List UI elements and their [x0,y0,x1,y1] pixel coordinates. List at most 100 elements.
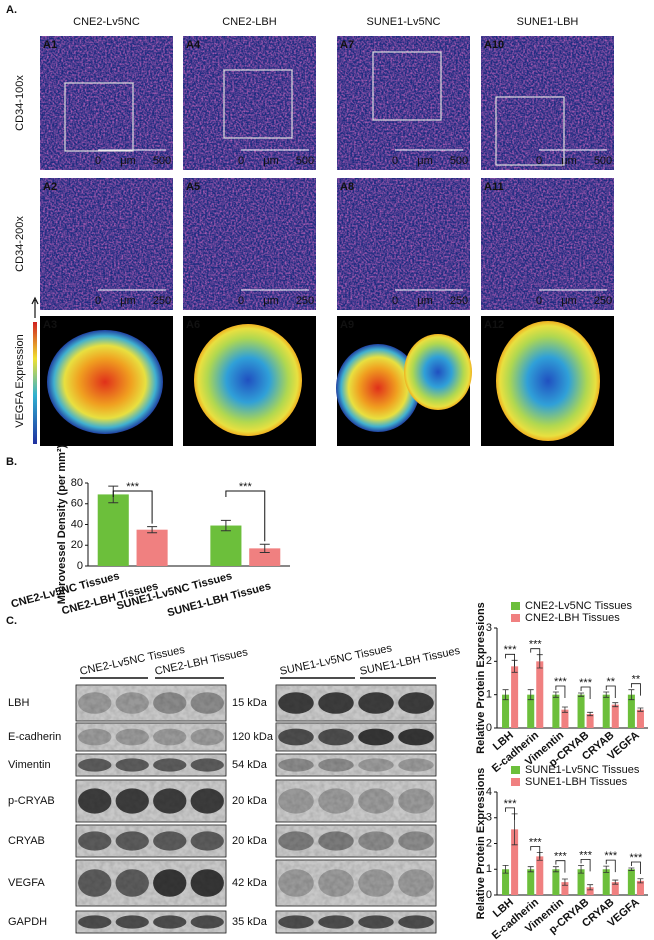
error-bar [147,526,158,534]
bar [527,869,535,895]
error-bar [220,519,231,532]
band [278,831,314,851]
bar [577,869,585,895]
panel-label: C. [6,615,17,627]
significance-bracket [555,860,566,873]
scale-bar-label: μm [263,295,279,307]
scale-bar-label: μm [417,155,433,167]
micrograph-texture [337,178,470,310]
band [398,869,434,897]
bar [511,829,519,895]
band [190,869,224,897]
blot-texture [76,685,226,721]
y-axis-label: Relative Protein Expressions [475,602,487,754]
scale-bar-label: μm [120,295,136,307]
tissue-heatmap [336,344,420,432]
micrograph-texture [481,36,614,170]
band [398,728,434,746]
band [153,788,187,814]
significance-label: *** [504,798,518,810]
band [278,869,314,897]
y-axis-label: Microvessel Density (per mm²) [56,444,68,604]
significance-bracket [225,490,266,542]
protein-label: GAPDH [8,916,47,928]
band [278,728,314,746]
scale-bar-label: μm [417,295,433,307]
protein-label: p-CRYAB [8,795,55,807]
error-bar [527,866,534,873]
band [78,692,112,714]
panel-label: B. [6,456,17,468]
bar [561,709,569,728]
panel-id: A3 [43,319,57,331]
inset-box [64,82,134,152]
significance-bracket [505,807,516,820]
panel-id: A2 [43,181,57,193]
weight-label: 35 kDa [232,916,268,928]
scale-bar-label: 500 [296,155,314,167]
inset-box [372,51,442,121]
weight-label: 20 kDa [232,835,268,847]
scale-bar-label: 500 [153,155,171,167]
bar [502,694,510,728]
band [78,758,112,772]
band [318,869,354,897]
weight-label: 120 kDa [232,731,274,743]
panel-id: A6 [186,319,200,331]
y-tick-label: 40 [71,518,83,530]
weight-label: 15 kDa [232,697,268,709]
bar [602,869,610,895]
y-tick-label: 2 [486,837,492,849]
bar [527,694,535,728]
band [278,692,314,714]
error-bar [552,866,559,873]
error-bar [603,865,610,873]
bar [136,529,168,566]
y-tick-label: 20 [71,539,83,551]
protein-label: VEGFA [8,877,45,889]
y-tick-label: 0 [77,560,83,572]
scale-bar-label: 0 [238,295,244,307]
band [318,831,354,851]
weight-label: 54 kDa [232,759,268,771]
bar [552,694,560,728]
y-tick-label: 1 [486,689,492,701]
bar [210,525,242,566]
band [78,869,112,897]
error-bar [637,707,644,712]
scale-bar-label: 250 [296,295,314,307]
panel-id: A5 [186,181,200,193]
bar [627,869,635,895]
row-label: VEGFA Expression [14,334,26,428]
bar [611,882,619,895]
legend-swatch [511,766,520,774]
bar [602,694,610,728]
significance-label: *** [239,481,253,493]
error-bar [578,692,585,697]
blot-texture [276,860,436,906]
error-bar [603,691,610,698]
error-bar [628,867,635,871]
bar [536,661,544,728]
band [358,788,394,814]
column-header: CNE2-LBH [222,16,276,28]
significance-label: ** [606,676,615,688]
error-bar [637,878,644,884]
tissue-heatmap [194,324,302,436]
significance-label: *** [529,639,543,651]
band [115,915,149,929]
significance-bracket [112,490,153,524]
significance-label: ** [632,674,641,686]
error-bar [587,884,594,891]
panel-id: A10 [484,39,504,51]
panel-id: A4 [186,39,201,51]
band [190,758,224,772]
tissue-heatmap [47,330,163,434]
color-bar [33,322,37,444]
band [78,728,112,746]
y-tick-label: 1 [486,863,492,875]
band [153,915,187,929]
row-label: CD34-200x [14,216,26,272]
bar [552,869,560,895]
